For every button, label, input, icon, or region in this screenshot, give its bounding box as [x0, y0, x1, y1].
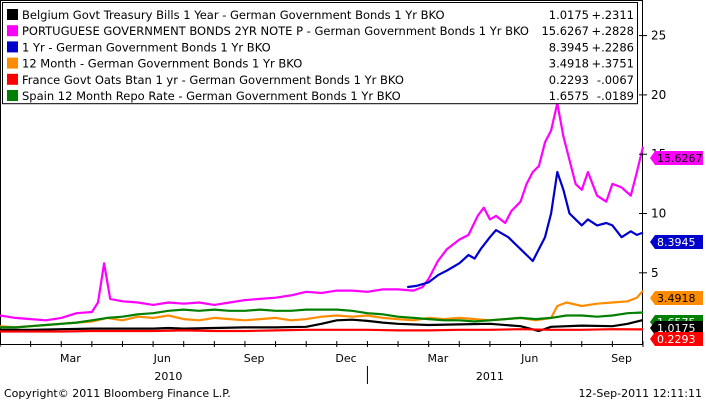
- x-tick-label: Mar: [60, 352, 81, 365]
- y-tick-label: 5: [651, 266, 659, 280]
- last-value-tag-shape: [650, 321, 703, 335]
- legend: Belgium Govt Treasury Bills 1 Year - Ger…: [2, 2, 638, 105]
- last-value-tag-shape: [650, 332, 703, 346]
- last-value-tag-shape: [650, 235, 703, 249]
- legend-series-name: 12 Month - German Government Bonds 1 Yr …: [22, 57, 302, 71]
- legend-series-name: France Govt Oats Btan 1 yr - German Gove…: [22, 73, 404, 87]
- year-label: 2011: [476, 370, 504, 383]
- legend-change: +.2311: [591, 8, 634, 22]
- legend-swatch: [7, 9, 18, 20]
- legend-change: +.3751: [591, 57, 634, 71]
- y-tick-label: 25: [651, 29, 666, 43]
- legend-series-name: PORTUGUESE GOVERNMENT BONDS 2YR NOTE P -…: [22, 24, 529, 38]
- last-value-tag: 0.2293: [650, 332, 703, 346]
- x-tick-label: Jun: [153, 352, 171, 365]
- last-value-tag-shape: [650, 291, 703, 305]
- legend-last-value: 1.6575: [549, 89, 589, 103]
- legend-series-name: Belgium Govt Treasury Bills 1 Year - Ger…: [22, 8, 445, 22]
- legend-box: [2, 2, 638, 105]
- legend-swatch: [7, 90, 18, 101]
- series-line-6: [0, 308, 644, 329]
- last-value-tag: 15.6267: [650, 151, 703, 165]
- x-tick-label: Mar: [427, 352, 448, 365]
- legend-last-value: 1.0175: [549, 8, 589, 22]
- legend-last-value: 15.6267: [541, 24, 589, 38]
- last-value-tag-label: 15.6267: [657, 152, 703, 165]
- x-tick-label: Jun: [520, 352, 538, 365]
- legend-swatch: [7, 73, 18, 85]
- footer: Copyright© 2011 Bloomberg Finance L.P. 1…: [4, 387, 702, 400]
- legend-swatch: [7, 57, 18, 69]
- last-value-tag: 1.0175: [650, 321, 703, 335]
- series-line-4: [0, 289, 644, 329]
- last-value-tag-label: 1.0175: [657, 322, 696, 335]
- legend-swatch: [7, 41, 18, 53]
- legend-change: +.2286: [591, 40, 634, 54]
- series-line-5: [0, 328, 644, 333]
- y-tick-label: 10: [651, 207, 666, 221]
- axis-layer: 510152025MarJunSepDecMarJunSep20102011: [0, 29, 666, 384]
- last-value-tag: 8.3945: [650, 235, 703, 249]
- x-tick-label: Sep: [611, 352, 632, 365]
- y-tick-label: 20: [651, 88, 666, 102]
- timestamp-text: 12-Sep-2011 12:11:11: [578, 387, 702, 400]
- x-tick-label: Dec: [335, 352, 356, 365]
- legend-series-name: 1 Yr - German Government Bonds 1 Yr BKO: [22, 40, 271, 54]
- legend-swatch: [7, 25, 18, 37]
- last-value-tag-label: 8.3945: [657, 236, 696, 249]
- legend-change: +.2828: [591, 24, 634, 38]
- last-value-tag: 3.4918: [650, 291, 703, 305]
- last-value-tag-label: 0.2293: [657, 333, 696, 346]
- legend-last-value: 0.2293: [549, 73, 589, 87]
- legend-last-value: 3.4918: [549, 57, 589, 71]
- series-line-2: [0, 102, 645, 322]
- legend-series-name: Spain 12 Month Repo Rate - German Govern…: [22, 89, 401, 103]
- legend-change: -.0189: [597, 89, 634, 103]
- year-label: 2010: [154, 370, 182, 383]
- series-line-3: [407, 170, 644, 289]
- x-tick-label: Sep: [244, 352, 265, 365]
- legend-change: -.0067: [597, 73, 634, 87]
- plot-area: [0, 0, 643, 345]
- legend-last-value: 8.3945: [549, 40, 589, 54]
- plot-frame: [0, 0, 643, 345]
- copyright-text: Copyright© 2011 Bloomberg Finance L.P.: [4, 387, 231, 400]
- last-value-tag-shape: [650, 151, 703, 165]
- last-value-tag-label: 3.4918: [657, 292, 696, 305]
- series-layer: [0, 102, 645, 333]
